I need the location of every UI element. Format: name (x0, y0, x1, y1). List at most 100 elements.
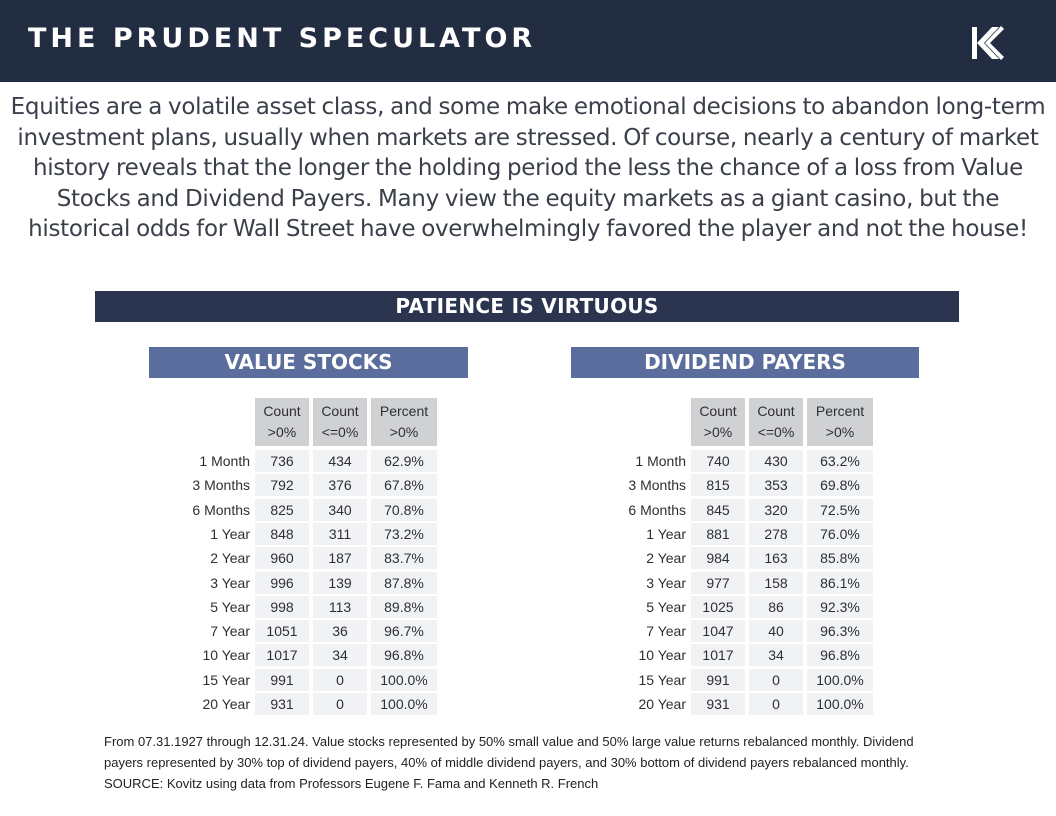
column-header-line: Count (757, 403, 795, 419)
row-label: 1 Year (646, 525, 686, 542)
column-header-line: >0% (825, 424, 855, 440)
table-cell: 0 (749, 693, 803, 715)
column-header-line: Percent (815, 403, 865, 419)
table-cell: 311 (313, 522, 367, 545)
row-label: 3 Months (628, 477, 686, 494)
table-cell: 1017 (691, 644, 745, 667)
table-cell: 96.8% (807, 644, 873, 667)
table-cell: 69.8% (807, 474, 873, 497)
column-header-line: Count (699, 403, 737, 419)
table-cell: 278 (749, 522, 803, 545)
row-label: 10 Year (202, 647, 251, 664)
intro-paragraph: Equities are a volatile asset class, and… (10, 94, 1046, 242)
table-cell: 67.8% (371, 474, 437, 497)
table-cell: 86.1% (807, 571, 873, 594)
table-cell: 158 (749, 571, 803, 594)
row-label: 7 Year (646, 623, 686, 640)
column-header: Count <=0% (313, 398, 367, 446)
column-header: Count >0% (255, 398, 309, 446)
patience-banner: PATIENCE IS VIRTUOUS (95, 291, 959, 322)
table-cell: 815 (691, 474, 745, 497)
table-cell: 984 (691, 547, 745, 570)
brand-title: THE PRUDENT SPECULATOR (28, 23, 537, 54)
table-cell: 931 (691, 693, 745, 715)
table-cell: 991 (255, 668, 309, 691)
table-cell: 70.8% (371, 498, 437, 521)
row-label: 3 Months (192, 477, 250, 494)
source-footnote: From 07.31.1927 through 12.31.24. Value … (104, 734, 914, 791)
table-cell: 139 (313, 571, 367, 594)
column-header: Percent >0% (807, 398, 873, 446)
table-cell: 96.3% (807, 620, 873, 643)
table-cell: 320 (749, 498, 803, 521)
column-header-line: >0% (703, 424, 733, 440)
row-label: 15 Year (638, 671, 687, 688)
column-header-line: >0% (389, 424, 419, 440)
table-cell: 34 (749, 644, 803, 667)
row-label: 10 Year (638, 647, 687, 664)
table-cell: 1025 (691, 595, 745, 618)
row-label: 7 Year (210, 623, 250, 640)
row-label: 1 Year (210, 525, 250, 542)
table-cell: 792 (255, 474, 309, 497)
table-cell: 63.2% (807, 450, 873, 472)
table-cell: 931 (255, 693, 309, 715)
table-cell: 187 (313, 547, 367, 570)
row-label: 6 Months (628, 501, 686, 518)
column-header-line: >0% (267, 424, 297, 440)
table-cell: 1047 (691, 620, 745, 643)
table-cell: 998 (255, 595, 309, 618)
row-label: 20 Year (202, 696, 251, 712)
table-cell: 83.7% (371, 547, 437, 570)
table-cell: 996 (255, 571, 309, 594)
table-cell: 434 (313, 450, 367, 472)
column-header: Count >0% (691, 398, 745, 446)
header-bar: THE PRUDENT SPECULATOR (0, 0, 1056, 82)
table-cell: 960 (255, 547, 309, 570)
table-cell: 92.3% (807, 595, 873, 618)
table-cell: 96.7% (371, 620, 437, 643)
column-header: Percent >0% (371, 398, 437, 446)
table-cell: 76.0% (807, 522, 873, 545)
column-header-line: Percent (379, 403, 429, 419)
column-header: Count <=0% (749, 398, 803, 446)
table-cell: 353 (749, 474, 803, 497)
table-cell: 96.8% (371, 644, 437, 667)
table-cell: 85.8% (807, 547, 873, 570)
column-header-line: Count (321, 403, 359, 419)
table-cell: 977 (691, 571, 745, 594)
row-label: 5 Year (210, 598, 250, 615)
row-label: 15 Year (202, 671, 251, 688)
table-cell: 100.0% (807, 668, 873, 691)
table-cell: 0 (313, 668, 367, 691)
dividend-payers-title: DIVIDEND PAYERS (571, 347, 919, 378)
table-cell: 825 (255, 498, 309, 521)
row-label: 5 Year (646, 598, 686, 615)
table-cell: 740 (691, 450, 745, 472)
table-cell: 89.8% (371, 595, 437, 618)
table-cell: 1017 (255, 644, 309, 667)
table-cell: 845 (691, 498, 745, 521)
table-cell: 0 (749, 668, 803, 691)
table-cell: 100.0% (807, 693, 873, 715)
column-header-line: <=0% (321, 424, 359, 440)
table-cell: 87.8% (371, 571, 437, 594)
table-cell: 113 (313, 595, 367, 618)
column-header-line: <=0% (757, 424, 795, 440)
row-label: 3 Year (646, 574, 686, 591)
table-cell: 62.9% (371, 450, 437, 472)
column-header-line: Count (263, 403, 301, 419)
table-cell: 73.2% (371, 522, 437, 545)
table-cell: 100.0% (371, 693, 437, 715)
value-stocks-title: VALUE STOCKS (149, 347, 468, 378)
table-cell: 72.5% (807, 498, 873, 521)
kovitz-k-logo-icon (972, 26, 1004, 60)
row-label: 3 Year (210, 574, 250, 591)
table-cell: 36 (313, 620, 367, 643)
table-cell: 34 (313, 644, 367, 667)
table-cell: 86 (749, 595, 803, 618)
table-cell: 430 (749, 450, 803, 472)
row-label: 20 Year (638, 696, 687, 712)
row-label: 6 Months (192, 501, 250, 518)
table-cell: 163 (749, 547, 803, 570)
